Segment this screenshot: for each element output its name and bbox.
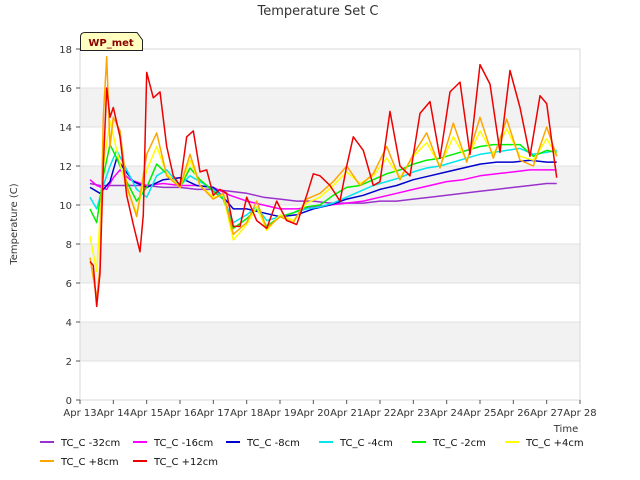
y-tick-label: 16 bbox=[59, 84, 72, 95]
x-tick-label: Apr 23 bbox=[397, 408, 430, 419]
legend-label: TC_C -2cm bbox=[432, 438, 486, 449]
series-line-tc-c-32cm bbox=[89, 182, 557, 204]
plot-frame bbox=[79, 48, 581, 401]
y-tick-label: 8 bbox=[66, 240, 72, 251]
background-band bbox=[80, 361, 580, 400]
y-axis-ticks: 0 2 4 6 8 10 12 14 16 18 bbox=[59, 45, 80, 407]
background-band bbox=[80, 244, 580, 283]
legend-label: TC_C +8cm bbox=[60, 457, 119, 468]
y-tick-label: 4 bbox=[66, 318, 72, 329]
y-axis-label: Temperature (C) bbox=[9, 183, 20, 265]
background-band bbox=[80, 205, 580, 244]
wp-met-annotation: WP_met bbox=[80, 32, 143, 51]
chart-title: Temperature Set C bbox=[256, 4, 378, 19]
y-tick-label: 10 bbox=[59, 201, 72, 212]
x-tick-label: Apr 18 bbox=[230, 408, 263, 419]
x-tick-label: Apr 15 bbox=[130, 408, 163, 419]
x-tick-label: Apr 28 bbox=[563, 408, 596, 419]
y-tick-label: 18 bbox=[59, 45, 72, 56]
series-line-tc-c-8cm bbox=[89, 157, 557, 218]
legend-item-tc-c-8cm: TC_C +8cm bbox=[40, 457, 119, 468]
x-tick-label: Apr 16 bbox=[163, 408, 196, 419]
y-tick-label: 2 bbox=[66, 357, 72, 368]
plot-border bbox=[79, 48, 581, 401]
legend-label: TC_C +12cm bbox=[153, 457, 218, 468]
x-tick-label: Apr 27 bbox=[530, 408, 563, 419]
legend-label: TC_C +4cm bbox=[525, 438, 584, 449]
background-band bbox=[80, 322, 580, 361]
x-tick-label: Apr 13 bbox=[63, 408, 96, 419]
x-tick-label: Apr 25 bbox=[463, 408, 496, 419]
x-axis-label: Time bbox=[553, 424, 578, 435]
background-band bbox=[80, 283, 580, 322]
legend-label: TC_C -16cm bbox=[153, 438, 213, 449]
legend-item-tc-c-4cm: TC_C +4cm bbox=[505, 438, 584, 449]
legend: TC_C -32cm TC_C -16cm TC_C -8cm TC_C -4cm TC… bbox=[40, 438, 584, 468]
series-line-tc-c-12cm bbox=[89, 63, 558, 308]
x-tick-label: Apr 14 bbox=[97, 408, 130, 419]
series-layer bbox=[89, 56, 558, 308]
legend-item-tc-c-8cm: TC_C -8cm bbox=[226, 438, 300, 449]
x-tick-label: Apr 17 bbox=[197, 408, 230, 419]
x-tick-label: Apr 26 bbox=[497, 408, 530, 419]
legend-item-tc-c-4cm: TC_C -4cm bbox=[319, 438, 393, 449]
x-tick-label: Apr 19 bbox=[263, 408, 296, 419]
legend-item-tc-c-16cm: TC_C -16cm bbox=[133, 438, 213, 449]
x-tick-label: Apr 22 bbox=[363, 408, 396, 419]
x-tick-label: Apr 24 bbox=[430, 408, 463, 419]
x-tick-label: Apr 21 bbox=[330, 408, 363, 419]
y-tick-label: 12 bbox=[59, 162, 72, 173]
legend-item-tc-c-2cm: TC_C -2cm bbox=[412, 438, 486, 449]
y-tick-label: 6 bbox=[66, 279, 72, 290]
y-tick-label: 14 bbox=[59, 123, 72, 134]
x-tick-label: Apr 20 bbox=[297, 408, 330, 419]
legend-item-tc-c-32cm: TC_C -32cm bbox=[40, 438, 120, 449]
legend-label: TC_C -4cm bbox=[339, 438, 393, 449]
x-axis-ticks: Apr 13 Apr 14 Apr 15 Apr 16 Apr 17 Apr 18 Apr … bbox=[63, 400, 597, 419]
legend-label: TC_C -32cm bbox=[60, 438, 120, 449]
wp-met-label: WP_met bbox=[88, 38, 134, 49]
background-bands bbox=[80, 49, 580, 400]
background-band bbox=[80, 49, 580, 88]
legend-item-tc-c-12cm: TC_C +12cm bbox=[133, 457, 218, 468]
y-tick-label: 0 bbox=[66, 396, 72, 407]
legend-label: TC_C -8cm bbox=[246, 438, 300, 449]
